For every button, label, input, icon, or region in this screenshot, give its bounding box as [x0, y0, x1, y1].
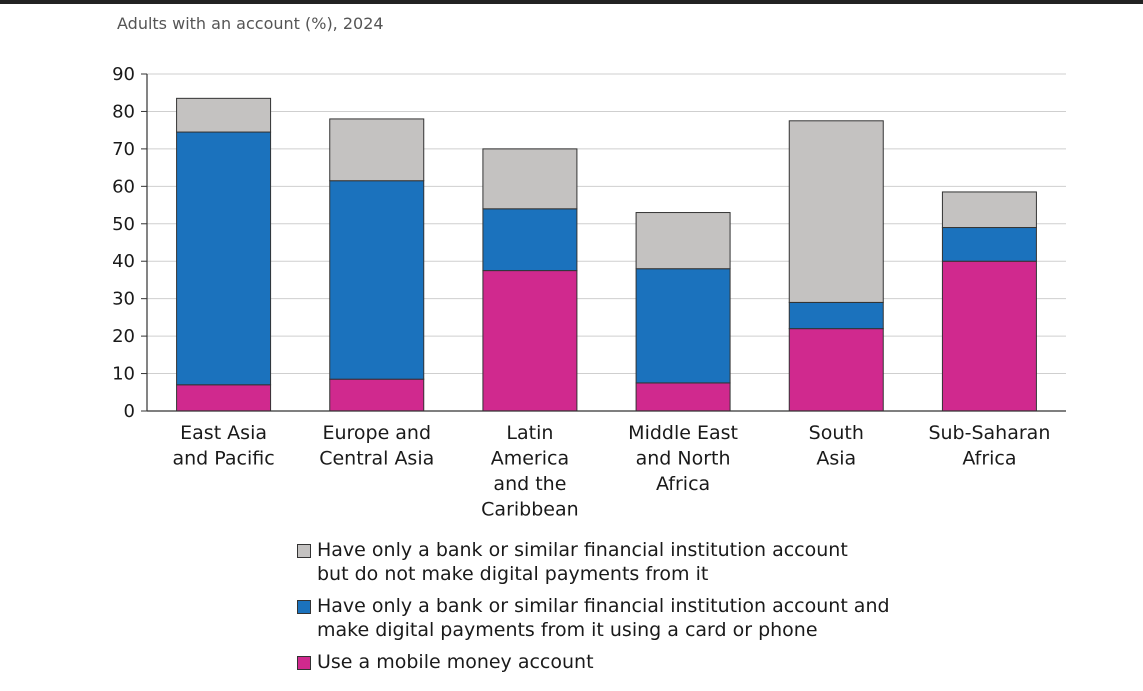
- bar-segment: [329, 180, 425, 380]
- legend-swatch: [297, 656, 311, 670]
- bar-segment: [482, 148, 578, 210]
- y-tick-label: 90: [112, 64, 135, 85]
- legend-label: Have only a bank or similar financial in…: [317, 595, 890, 641]
- legend-item: Have only a bank or similar financial in…: [297, 594, 997, 642]
- x-category-label: South Asia: [809, 422, 864, 470]
- y-tick-label: 40: [112, 251, 135, 272]
- legend-label: Use a mobile money account: [317, 651, 594, 673]
- bar-segment: [788, 120, 884, 303]
- y-tick-label: 20: [112, 326, 135, 347]
- bar-segment: [635, 212, 731, 270]
- y-tick-label: 50: [112, 214, 135, 235]
- bar-segment: [482, 270, 578, 412]
- bar-segment: [176, 97, 272, 133]
- legend-swatch: [297, 600, 311, 614]
- bar-segment: [482, 208, 578, 272]
- bar-segment: [329, 118, 425, 182]
- bar-segment: [941, 191, 1037, 229]
- bar-segment: [788, 328, 884, 412]
- x-category-label: East Asia and Pacific: [172, 422, 274, 470]
- legend-item: Use a mobile money account: [297, 650, 997, 674]
- x-category-label: Sub-Saharan Africa: [928, 422, 1050, 470]
- y-tick-label: 70: [112, 139, 135, 160]
- y-tick-label: 60: [112, 176, 135, 197]
- legend: Have only a bank or similar financial in…: [297, 538, 997, 682]
- chart-title: Adults with an account (%), 2024: [117, 14, 384, 33]
- legend-label: Have only a bank or similar financial in…: [317, 539, 848, 585]
- bar-segment: [941, 227, 1037, 262]
- bar-segment: [329, 378, 425, 412]
- x-category-label: Europe and Central Asia: [319, 422, 434, 470]
- bar-segment: [176, 384, 272, 412]
- y-tick-label: 80: [112, 101, 135, 122]
- legend-swatch: [297, 544, 311, 558]
- bar-segment: [635, 268, 731, 384]
- legend-item: Have only a bank or similar financial in…: [297, 538, 997, 586]
- x-category-label: Latin America and the Caribbean: [481, 422, 579, 521]
- y-tick-label: 30: [112, 289, 135, 310]
- y-tick-label: 10: [112, 364, 135, 385]
- y-tick-label: 0: [124, 401, 135, 422]
- bar-segment: [635, 382, 731, 412]
- bar-segment: [788, 301, 884, 330]
- stacked-bar-chart: 0 10 20 30 40 50 60 70 80 90 East Asia and Pacific E…: [112, 64, 1066, 521]
- bar-segment: [176, 131, 272, 386]
- bar-segment: [941, 260, 1037, 412]
- x-category-label: Middle East and North Africa: [628, 422, 738, 495]
- top-border: [0, 0, 1143, 4]
